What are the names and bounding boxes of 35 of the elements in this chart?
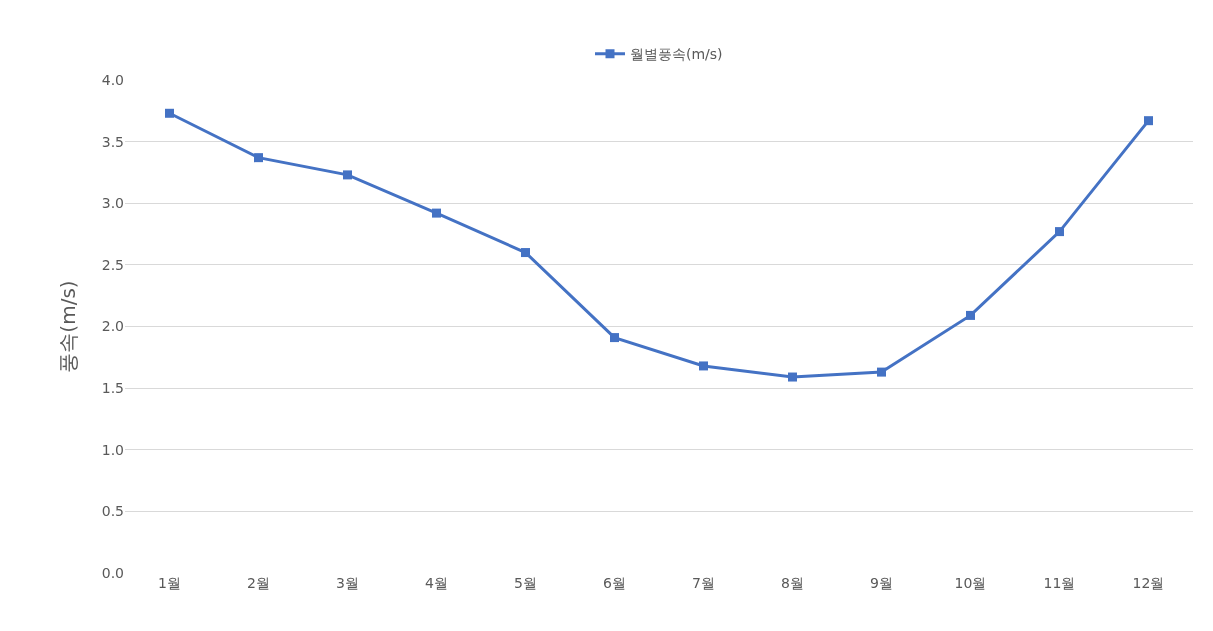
point — [165, 108, 174, 118]
point — [699, 361, 708, 371]
x-tick-label: 11월 — [1043, 575, 1076, 591]
y-tick-label: 0.0 — [101, 564, 124, 581]
y-tick-label: 2.5 — [101, 256, 124, 273]
point — [1144, 116, 1153, 126]
y-tick-label: 0.5 — [101, 503, 124, 520]
x-tick-label: 12월 — [1132, 575, 1165, 591]
x-tick-label: 5월 — [514, 575, 537, 591]
point — [788, 372, 797, 382]
x-tick-label: 6월 — [603, 575, 626, 591]
legend-label: 월별풍속(m/s) — [630, 46, 723, 63]
y-tick-label: 1.0 — [101, 441, 124, 458]
x-tick-label: 9월 — [870, 575, 893, 591]
y-axis-title: 풍속(m/s) — [56, 280, 81, 373]
x-tick-label: 2월 — [247, 575, 270, 591]
point — [966, 310, 975, 320]
x-tick-label: 8월 — [781, 575, 804, 591]
y-tick-label: 3.5 — [101, 133, 124, 150]
x-tick-label: 10월 — [954, 575, 987, 591]
point — [521, 248, 530, 258]
y-tick-label: 3.0 — [101, 195, 124, 212]
point — [877, 367, 886, 377]
point — [1055, 227, 1064, 237]
x-tick-label: 7월 — [692, 575, 715, 591]
y-tick-label: 4.0 — [101, 71, 124, 88]
point — [432, 208, 441, 218]
point — [610, 333, 619, 343]
point — [254, 153, 263, 163]
x-tick-label: 3월 — [336, 575, 359, 591]
y-tick-label: 1.5 — [101, 380, 124, 397]
x-tick-label: 4월 — [425, 575, 448, 591]
x-tick-label: 1월 — [158, 575, 181, 591]
y-tick-label: 2.0 — [101, 318, 124, 335]
point — [343, 170, 352, 180]
